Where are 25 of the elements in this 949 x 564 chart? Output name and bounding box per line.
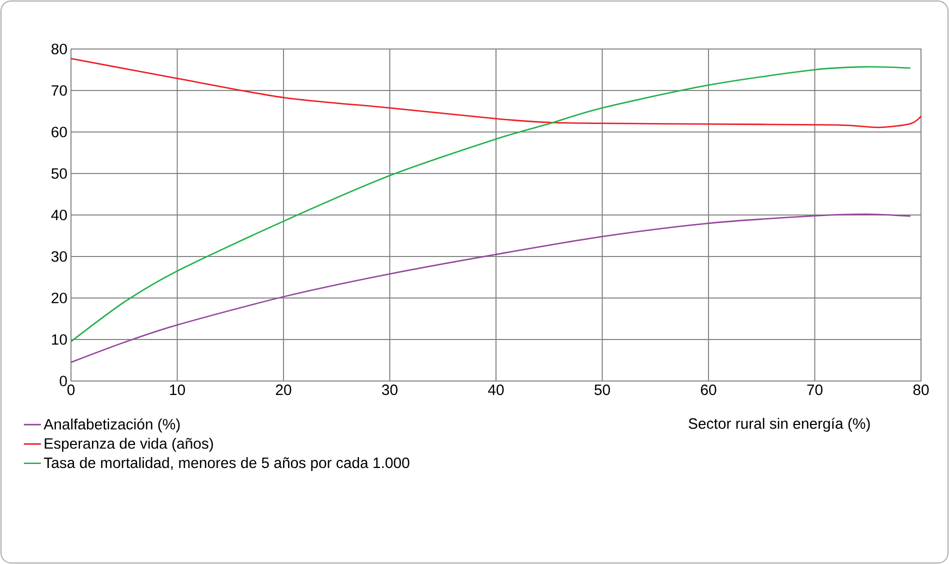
line-series [70, 58, 922, 128]
y-tick-label: 30 [51, 251, 67, 262]
y-tick-label: 50 [51, 168, 67, 179]
line-series [70, 66, 912, 342]
y-tick-label: 10 [52, 334, 67, 345]
line-series [70, 213, 912, 364]
x-tick-label: 30 [382, 384, 398, 396]
y-tick-label: 40 [51, 210, 67, 220]
y-tick-label: 60 [52, 126, 67, 138]
x-tick-label: 70 [807, 384, 822, 396]
y-tick-label: 0 [60, 376, 67, 386]
x-tick-label: 50 [594, 384, 610, 396]
legend-label: Esperanza de vida (años) [44, 438, 213, 452]
x-tick-label: 80 [913, 384, 929, 396]
y-tick-label: 20 [52, 292, 67, 304]
legend-label: Tasa de mortalidad, menores de 5 años por cada 1.000 [44, 457, 410, 472]
x-tick-label: 0 [67, 384, 75, 396]
legend-label: Analfabetización (%) [44, 418, 180, 432]
x-tick-label: 10 [170, 384, 185, 396]
x-tick-label: 20 [276, 384, 292, 396]
y-tick-label: 80 [52, 44, 67, 54]
x-axis-title: Sector rural sin energía (%) [688, 418, 870, 432]
y-tick-label: 70 [52, 85, 67, 96]
x-tick-label: 40 [488, 384, 504, 396]
x-tick-label: 60 [700, 384, 716, 396]
